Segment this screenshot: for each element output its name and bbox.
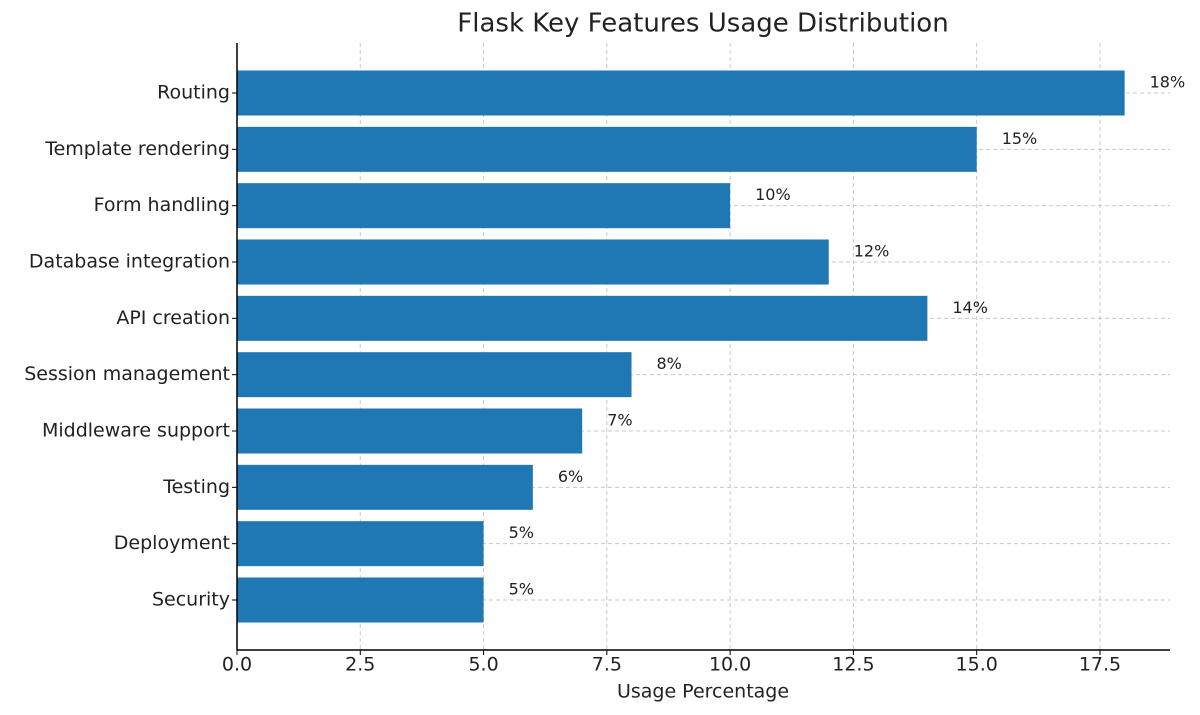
bar (237, 577, 484, 623)
chart-title: Flask Key Features Usage Distribution (457, 9, 948, 39)
bar (237, 239, 829, 285)
y-tick-label: Database integration (29, 251, 230, 273)
bar (237, 352, 632, 398)
value-label: 12% (854, 242, 890, 261)
value-label: 15% (1002, 129, 1038, 148)
x-axis-label: Usage Percentage (617, 681, 789, 703)
value-label: 7% (607, 411, 632, 430)
bar (237, 70, 1125, 116)
y-tick-label: Session management (24, 363, 230, 385)
x-tick-label: 7.5 (592, 654, 622, 676)
bar (237, 295, 928, 341)
value-label: 5% (509, 523, 534, 542)
x-tick-label: 10.0 (709, 654, 751, 676)
value-label: 6% (558, 467, 583, 486)
x-tick-label: 5.0 (468, 654, 498, 676)
bar (237, 126, 977, 172)
x-tick-label: 12.5 (832, 654, 874, 676)
y-tick-label: Testing (162, 476, 230, 498)
bar (237, 521, 484, 567)
bar (237, 183, 731, 229)
y-tick-label: API creation (116, 307, 230, 329)
value-label: 10% (755, 185, 791, 204)
y-tick-label: Security (152, 589, 230, 611)
value-label: 18% (1150, 73, 1186, 92)
x-tick-label: 0.0 (222, 654, 252, 676)
bar (237, 464, 533, 510)
bar (237, 408, 583, 454)
y-tick-label: Middleware support (42, 420, 230, 442)
y-tick-label: Form handling (94, 194, 230, 216)
x-tick-label: 15.0 (956, 654, 998, 676)
x-tick-label: 17.5 (1079, 654, 1121, 676)
x-tick-label: 2.5 (345, 654, 375, 676)
y-tick-label: Deployment (114, 532, 230, 554)
value-label: 14% (952, 298, 988, 317)
value-label: 5% (509, 580, 534, 599)
value-label: 8% (657, 354, 682, 373)
y-tick-label: Template rendering (44, 138, 230, 160)
y-tick-label: Routing (157, 82, 230, 104)
